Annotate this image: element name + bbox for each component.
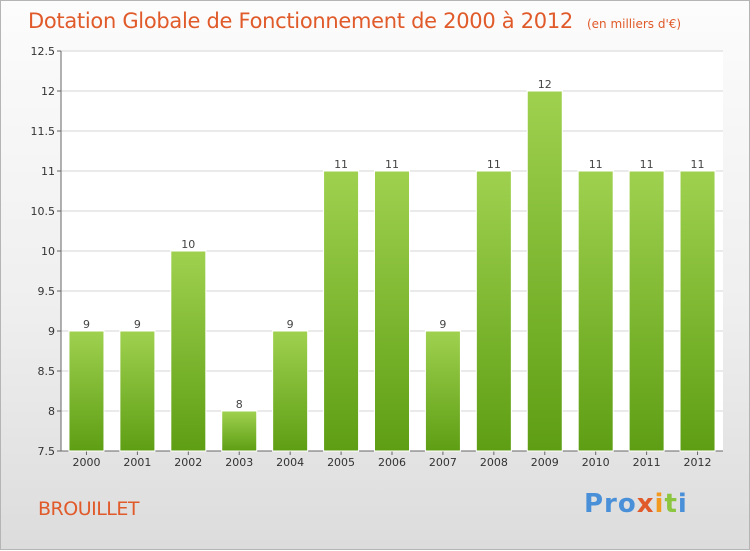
bar [475,170,512,452]
y-tick-label: 10 [41,245,55,258]
data-label: 11 [691,158,705,171]
bar [170,250,207,452]
bar [323,170,360,452]
x-tick-label: 2012 [684,456,712,469]
x-tick-label: 2006 [378,456,406,469]
data-label: 9 [439,318,446,331]
chart-title-text: Dotation Globale de Fonctionnement de 20… [28,9,573,33]
data-label: 11 [334,158,348,171]
data-label: 9 [287,318,294,331]
x-tick-label: 2007 [429,456,457,469]
bar [221,410,258,452]
logo-part-5: i [677,489,688,519]
x-tick-label: 2002 [174,456,202,469]
data-label: 10 [181,238,195,251]
y-tick-label: 11 [41,165,55,178]
logo-part-1: Pro [584,489,637,519]
y-tick-label: 9 [48,325,55,338]
y-tick-label: 7.5 [38,445,56,458]
x-tick-label: 2008 [480,456,508,469]
x-tick-label: 2001 [123,456,151,469]
x-tick-label: 2011 [633,456,661,469]
data-label: 9 [83,318,90,331]
y-tick-label: 8 [48,405,55,418]
data-label: 8 [236,398,243,411]
bar [119,330,156,452]
bar [628,170,665,452]
y-tick-label: 11.5 [31,125,56,138]
x-tick-label: 2010 [582,456,610,469]
x-tick-label: 2004 [276,456,304,469]
commune-name: BROUILLET [38,498,139,520]
bar [272,330,309,452]
bars [68,90,716,452]
data-label: 11 [487,158,501,171]
bar [374,170,410,452]
data-label: 11 [640,158,654,171]
chart-title: Dotation Globale de Fonctionnement de 20… [28,9,681,33]
bar [526,90,563,452]
bar [679,170,716,452]
logo-part-4: t [664,489,678,519]
bar [577,170,614,452]
logo-part-3: i [654,489,665,519]
x-tick-label: 2009 [531,456,559,469]
data-label: 9 [134,318,141,331]
y-tick-label: 8.5 [38,365,56,378]
y-tick-label: 12.5 [31,45,56,58]
data-label: 11 [385,158,399,171]
bar [424,330,461,452]
x-tick-label: 2005 [327,456,355,469]
labels: 7.5 8 8.5 9 9.5 10 10.5 11 11.5 12 12.5 9 2000 9 2001 1… [31,45,712,469]
chart-subtitle: (en milliers d'€) [586,17,682,31]
x-tick-label: 2000 [72,456,100,469]
data-label: 11 [589,158,603,171]
y-tick-label: 10.5 [31,205,56,218]
logo-part-2: x [636,489,655,519]
data-label: 12 [538,78,552,91]
proxiti-logo[interactable]: Proxiti [584,489,688,519]
y-tick-label: 12 [41,85,55,98]
x-tick-label: 2003 [225,456,253,469]
bar [68,330,105,452]
y-tick-label: 9.5 [38,285,56,298]
